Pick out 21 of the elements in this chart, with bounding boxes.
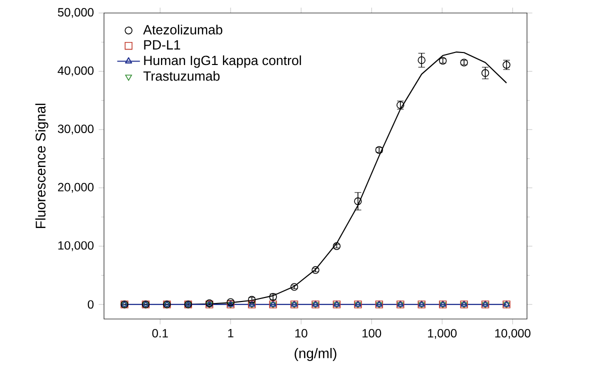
- legend-label: Trastuzumab: [143, 71, 220, 81]
- point: [354, 197, 362, 206]
- x-tick-label: 0.1: [152, 329, 168, 338]
- y-tick-label: 20,000: [58, 182, 94, 193]
- x-tick-label: 10,000: [495, 329, 530, 339]
- point: [418, 56, 426, 64]
- y-tick-label: 0: [88, 300, 94, 309]
- x-tick-label: 1: [228, 329, 234, 338]
- legend-label: Atezolizumab: [143, 24, 222, 34]
- y-tick-label: 40,000: [58, 66, 94, 76]
- y-tick-label: 50,000: [58, 8, 94, 18]
- legend-label: Human IgG1 kappa control: [144, 55, 301, 68]
- y-axis-title: Fluorescence Signal: [35, 104, 48, 228]
- point: [481, 69, 490, 77]
- x-axis-title: (ng/ml): [294, 348, 336, 362]
- x-tick-label: 10: [295, 329, 308, 338]
- legend-label: PD-L1: [144, 40, 180, 50]
- x-tick-label: 100: [362, 329, 382, 338]
- x-tick-label: 1,000: [428, 329, 457, 339]
- y-tick-label: 30,000: [58, 124, 94, 134]
- y-tick-label: 10,000: [58, 241, 94, 252]
